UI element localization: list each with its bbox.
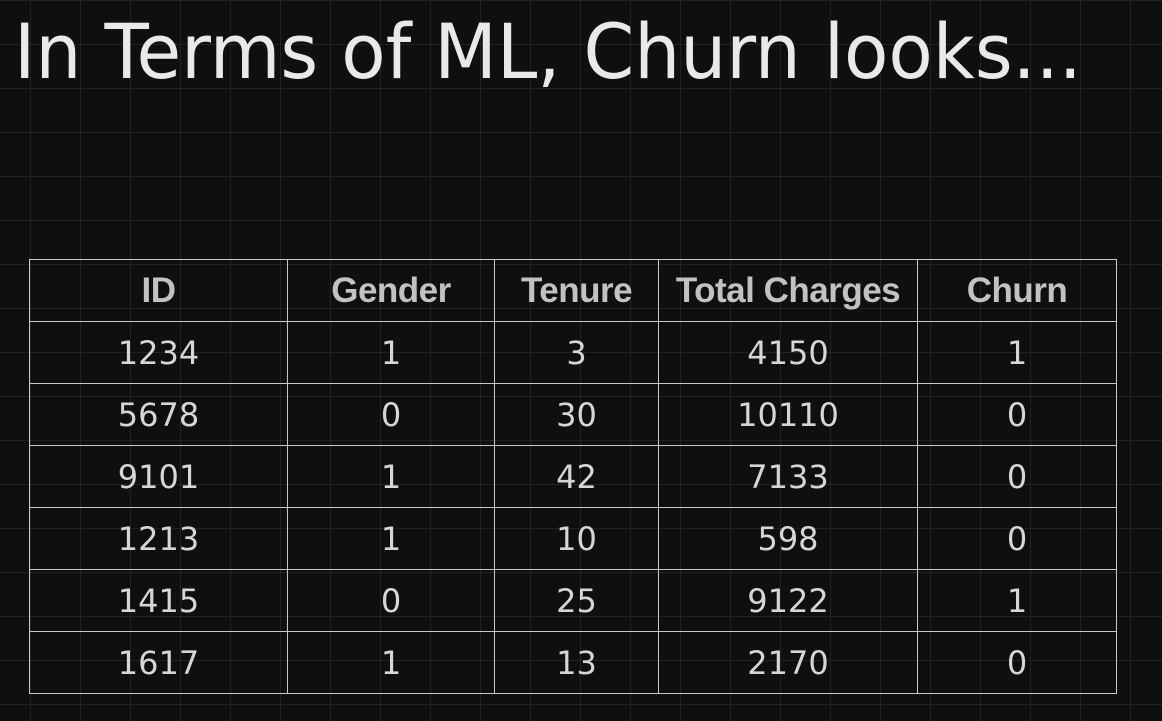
cell-total-charges: 2170 [658,631,918,694]
header-gender: Gender [287,259,495,322]
cell-gender: 1 [287,321,495,384]
cell-tenure: 42 [494,445,659,508]
cell-id: 1415 [29,569,288,632]
table-row: 1234 1 3 4150 1 [29,321,1117,384]
cell-tenure: 10 [494,507,659,570]
cell-total-charges: 598 [658,507,918,570]
cell-tenure: 25 [494,569,659,632]
cell-gender: 0 [287,383,495,446]
cell-gender: 1 [287,507,495,570]
table-row: 1213 1 10 598 0 [29,507,1117,570]
header-id: ID [29,259,288,322]
cell-id: 5678 [29,383,288,446]
cell-tenure: 13 [494,631,659,694]
cell-gender: 1 [287,631,495,694]
table-row: 1617 1 13 2170 0 [29,631,1117,694]
header-tenure: Tenure [494,259,659,322]
table-row: 9101 1 42 7133 0 [29,445,1117,508]
cell-churn: 0 [917,507,1117,570]
cell-churn: 1 [917,569,1117,632]
table-header-row: ID Gender Tenure Total Charges Churn [29,259,1117,322]
cell-id: 1213 [29,507,288,570]
cell-churn: 0 [917,383,1117,446]
cell-churn: 0 [917,445,1117,508]
cell-total-charges: 4150 [658,321,918,384]
header-total-charges: Total Charges [658,259,918,322]
table-row: 5678 0 30 10110 0 [29,383,1117,446]
cell-churn: 1 [917,321,1117,384]
cell-id: 9101 [29,445,288,508]
cell-id: 1617 [29,631,288,694]
cell-churn: 0 [917,631,1117,694]
cell-total-charges: 9122 [658,569,918,632]
slide-title: In Terms of ML, Churn looks... [14,7,1082,96]
cell-gender: 1 [287,445,495,508]
cell-total-charges: 10110 [658,383,918,446]
table-row: 1415 0 25 9122 1 [29,569,1117,632]
cell-gender: 0 [287,569,495,632]
churn-data-table: ID Gender Tenure Total Charges Churn 123… [29,259,1117,694]
cell-tenure: 30 [494,383,659,446]
cell-total-charges: 7133 [658,445,918,508]
cell-id: 1234 [29,321,288,384]
cell-tenure: 3 [494,321,659,384]
header-churn: Churn [917,259,1117,322]
